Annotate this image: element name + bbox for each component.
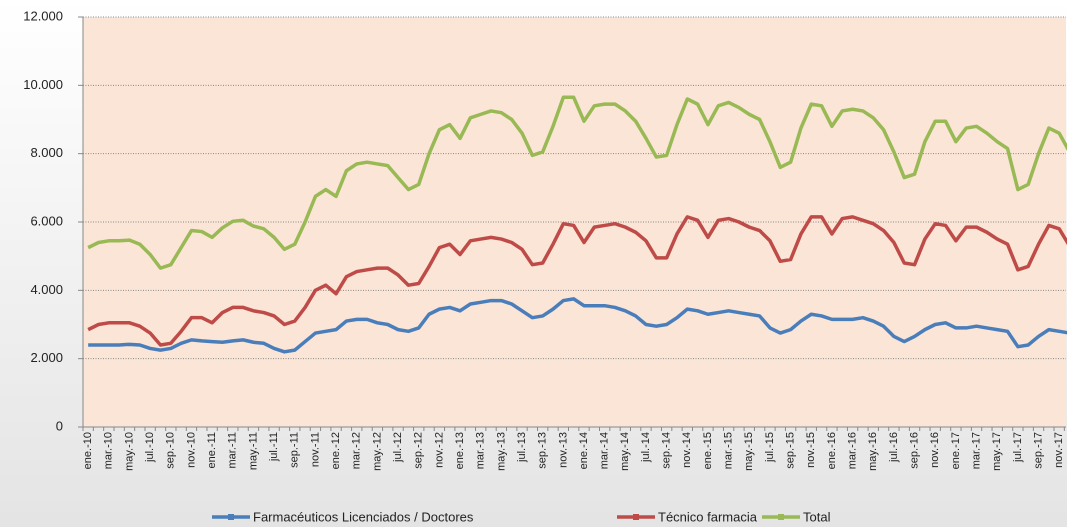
y-tick-label: 4.000 [30, 282, 63, 297]
x-tick-label: may.-11 [247, 432, 259, 470]
x-tick-label: jul.-10 [144, 432, 156, 463]
x-tick-label: may.-13 [495, 432, 507, 471]
x-tick-label: may.-10 [123, 432, 135, 471]
y-tick-label: 10.000 [23, 77, 63, 92]
x-tick-label: sep.-12 [413, 432, 425, 469]
x-tick-label: may.-16 [867, 432, 879, 471]
x-tick-label: jul.-17 [1012, 432, 1024, 463]
legend-marker [228, 514, 234, 520]
x-tick-label: sep.-10 [165, 432, 177, 469]
legend-label: Total [803, 509, 831, 524]
x-tick-label: ene.-16 [826, 432, 838, 469]
series-line [88, 297, 1067, 354]
x-tick-label: ene.-15 [702, 432, 714, 469]
series-line [87, 215, 1067, 347]
x-tick-label: sep.-16 [908, 432, 920, 469]
x-tick-label: nov.-13 [557, 432, 569, 468]
x-tick-label: mar.-12 [351, 432, 363, 469]
x-tick-label: ene.-17 [950, 432, 962, 469]
x-tick-label: jul.-14 [640, 432, 652, 463]
x-tick-label: mar.-14 [599, 432, 611, 469]
x-tick-label: may.-15 [743, 432, 755, 471]
x-tick-label: nov.-14 [681, 432, 693, 468]
x-tick-label: sep.-11 [289, 432, 301, 468]
x-tick-label: may.-12 [371, 432, 383, 471]
x-tick-label: nov.-11 [309, 432, 321, 467]
x-tick-label: ene.-12 [330, 432, 342, 469]
y-tick-label: 8.000 [30, 145, 63, 160]
x-tick-label: jul.-11 [268, 432, 280, 462]
x-tick-label: jul.-15 [764, 432, 776, 463]
x-tick-label: ene.-11 [206, 432, 218, 469]
x-tick-label: ene.-14 [578, 432, 590, 469]
x-tick-label: nov.-16 [929, 432, 941, 468]
x-tick-label: jul.-16 [888, 432, 900, 463]
x-tick-label: mar.-13 [475, 432, 487, 469]
x-tick-label: sep.-14 [661, 432, 673, 469]
legend-marker [633, 514, 639, 520]
x-tick-label: nov.-12 [433, 432, 445, 468]
y-tick-label: 6.000 [30, 213, 63, 228]
x-tick-label: mar.-10 [103, 432, 115, 469]
x-tick-label: may.-17 [991, 432, 1003, 471]
x-tick-label: mar.-15 [723, 432, 735, 469]
x-tick-label: sep.-13 [537, 432, 549, 469]
legend-label: Técnico farmacia [658, 509, 758, 524]
x-tick-label: mar.-17 [970, 432, 982, 469]
series-line [87, 95, 1067, 270]
y-tick-label: 2.000 [30, 350, 63, 365]
x-tick-label: mar.-16 [846, 432, 858, 469]
legend-marker [778, 514, 784, 520]
y-tick-label: 0 [56, 418, 63, 433]
y-tick-label: 12.000 [23, 8, 63, 23]
x-tick-label: jul.-13 [516, 432, 528, 463]
x-tick-label: sep.-17 [1032, 432, 1044, 469]
x-tick-label: nov.-15 [805, 432, 817, 468]
x-tick-label: ene.-10 [82, 432, 94, 469]
x-tick-label: sep.-15 [785, 432, 797, 469]
x-tick-label: nov.-10 [185, 432, 197, 468]
x-tick-label: may.-14 [619, 432, 631, 471]
x-tick-label: nov.-17 [1053, 432, 1065, 468]
x-tick-label: ene.-13 [454, 432, 466, 469]
legend-label: Farmacéuticos Licenciados / Doctores [253, 509, 474, 524]
x-tick-label: jul.-12 [392, 432, 404, 463]
x-tick-label: mar.-11 [227, 432, 239, 468]
